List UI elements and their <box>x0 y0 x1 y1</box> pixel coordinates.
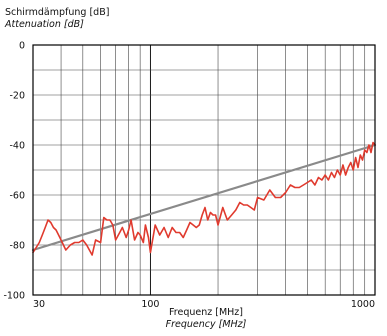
x-tick-label: 1000 <box>351 299 375 310</box>
x-tick-label: 100 <box>141 299 159 310</box>
y-axis-title: Schirmdämpfung [dB] <box>5 7 109 18</box>
grid-lines <box>33 45 375 295</box>
y-tick-label: -20 <box>9 91 25 102</box>
y-tick-labels: 0 -20 -40 -60 -80 -100 <box>3 41 25 302</box>
y-axis-title-en: Attenuation [dB] <box>4 19 84 30</box>
y-tick-label: -60 <box>9 191 25 202</box>
x-axis-title-en: Frequency [MHz] <box>166 319 247 330</box>
y-tick-label: -100 <box>3 291 25 302</box>
x-axis-title: Frequenz [MHz] <box>169 307 243 318</box>
y-tick-label: 0 <box>19 41 25 52</box>
plot-frame <box>32 44 376 296</box>
x-tick-label: 30 <box>33 299 45 310</box>
x-tick-labels: 30 100 1000 <box>33 299 375 310</box>
measured-attenuation-line <box>32 141 376 256</box>
trend-line <box>31 143 377 252</box>
data-series <box>31 141 377 256</box>
y-tick-label: -80 <box>9 241 25 252</box>
y-tick-label: -40 <box>9 141 25 152</box>
